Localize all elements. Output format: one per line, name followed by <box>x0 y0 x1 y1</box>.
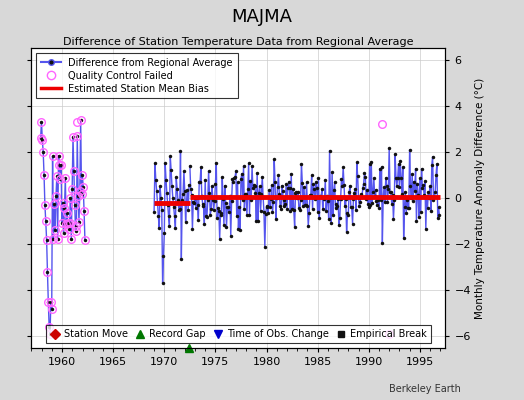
Title: Difference of Station Temperature Data from Regional Average: Difference of Station Temperature Data f… <box>63 37 413 47</box>
Legend: Station Move, Record Gap, Time of Obs. Change, Empirical Break: Station Move, Record Gap, Time of Obs. C… <box>46 325 431 343</box>
Y-axis label: Monthly Temperature Anomaly Difference (°C): Monthly Temperature Anomaly Difference (… <box>475 77 485 319</box>
Text: Berkeley Earth: Berkeley Earth <box>389 384 461 394</box>
Text: MAJMA: MAJMA <box>232 8 292 26</box>
